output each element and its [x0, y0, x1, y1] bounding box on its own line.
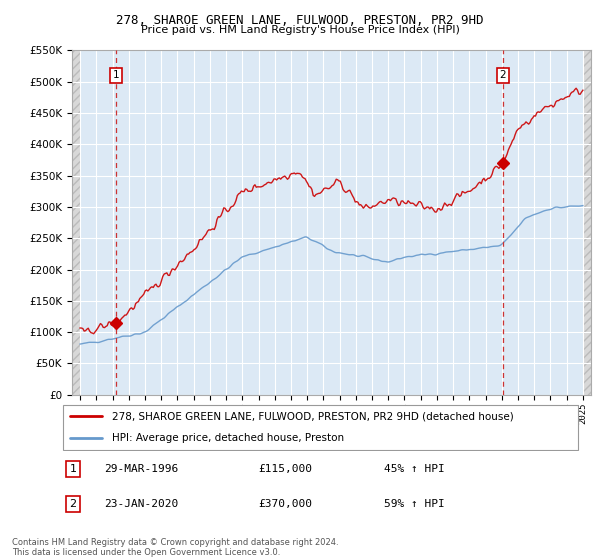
- Text: £370,000: £370,000: [259, 499, 313, 509]
- Text: 29-MAR-1996: 29-MAR-1996: [104, 464, 179, 474]
- FancyBboxPatch shape: [62, 405, 578, 450]
- Text: 45% ↑ HPI: 45% ↑ HPI: [383, 464, 445, 474]
- Text: 1: 1: [70, 464, 77, 474]
- Bar: [72, 50, 80, 395]
- Text: £115,000: £115,000: [259, 464, 313, 474]
- Text: Price paid vs. HM Land Registry's House Price Index (HPI): Price paid vs. HM Land Registry's House …: [140, 25, 460, 35]
- Text: 23-JAN-2020: 23-JAN-2020: [104, 499, 179, 509]
- Text: 278, SHAROE GREEN LANE, FULWOOD, PRESTON, PR2 9HD (detached house): 278, SHAROE GREEN LANE, FULWOOD, PRESTON…: [112, 411, 514, 421]
- Text: 1: 1: [113, 71, 119, 81]
- Bar: [583, 50, 591, 395]
- Text: 2: 2: [70, 499, 77, 509]
- Text: 2: 2: [499, 71, 506, 81]
- Text: 278, SHAROE GREEN LANE, FULWOOD, PRESTON, PR2 9HD: 278, SHAROE GREEN LANE, FULWOOD, PRESTON…: [116, 14, 484, 27]
- Text: HPI: Average price, detached house, Preston: HPI: Average price, detached house, Pres…: [112, 433, 344, 443]
- Text: 59% ↑ HPI: 59% ↑ HPI: [383, 499, 445, 509]
- Text: Contains HM Land Registry data © Crown copyright and database right 2024.
This d: Contains HM Land Registry data © Crown c…: [12, 538, 338, 557]
